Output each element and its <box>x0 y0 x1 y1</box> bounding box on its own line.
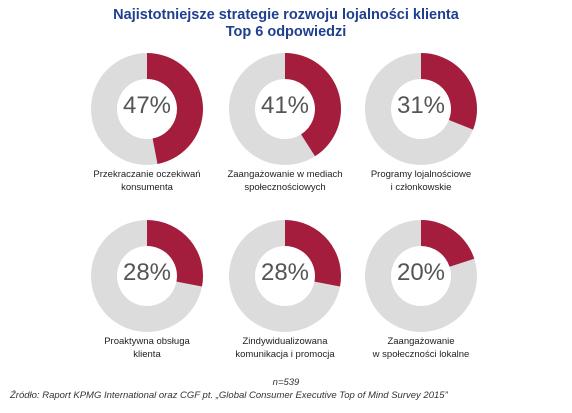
donut-4-percent: 28% <box>260 259 310 286</box>
donut-0-svg <box>91 53 204 165</box>
donut-1-label: Zaangażowanie w mediach społecznościowyc… <box>210 168 360 194</box>
donut-2-label-line2: i członkowskie <box>390 182 452 193</box>
donut-4-label-line1: Zindywidualizowana <box>242 336 328 347</box>
donut-0-label-line1: Przekraczanie oczekiwań <box>93 169 201 180</box>
donut-4-svg <box>229 220 341 332</box>
donut-1-label-line1: Zaangażowanie w mediach <box>227 169 343 180</box>
donut-0-label: Przekraczanie oczekiwań konsumenta <box>72 168 222 194</box>
donut-5-svg <box>365 220 477 332</box>
donut-3-label-line1: Proaktywna obsługa <box>104 336 190 347</box>
donut-0-percent: 47% <box>122 92 172 119</box>
donut-chart-0: 47% Przekraczanie oczekiwań konsumenta <box>72 50 222 230</box>
donut-chart-3: 28% Proaktywna obsługa klienta <box>72 217 222 397</box>
donut-chart-2: 31% Programy lojalnościowe i członkowski… <box>346 50 496 230</box>
donut-3-svg <box>91 220 203 332</box>
donut-2-label: Programy lojalnościowe i członkowskie <box>346 168 496 194</box>
donut-chart-4: 28% Zindywidualizowana komunikacja i pro… <box>210 217 360 397</box>
donut-1-value-segment <box>285 53 341 157</box>
donut-chart-1: 41% Zaangażowanie w mediach społeczności… <box>210 50 360 230</box>
donut-5-label: Zaangażowanie w społeczności lokalne <box>346 335 496 361</box>
donut-1-svg <box>229 53 341 165</box>
donut-2-percent: 31% <box>396 92 446 119</box>
donut-4-value-segment <box>285 220 341 287</box>
donut-5-percent: 20% <box>396 259 446 286</box>
donut-2-svg <box>365 53 477 165</box>
donut-4-label-line2: komunikacja i promocja <box>235 349 335 360</box>
donut-2-label-line1: Programy lojalnościowe <box>370 169 472 180</box>
chart-subtitle: Top 6 odpowiedzi <box>225 24 347 40</box>
source-note: Źródło: Raport KPMG International oraz C… <box>10 390 448 401</box>
donut-3-label: Proaktywna obsługa klienta <box>72 335 222 361</box>
donut-3-percent: 28% <box>122 259 172 286</box>
donut-3-label-line2: klienta <box>133 349 161 360</box>
donut-1-label-line2: społecznościowych <box>244 182 326 193</box>
donut-3-value-segment <box>147 220 203 287</box>
chart-title: Najistotniejsze strategie rozwoju lojaln… <box>113 7 459 23</box>
donut-1-percent: 41% <box>260 92 310 119</box>
donut-0-label-line2: konsumenta <box>121 182 173 193</box>
donut-5-label-line2: w społeczności lokalne <box>372 349 470 360</box>
donut-5-value-segment <box>421 220 475 267</box>
donut-0-value-segment <box>147 53 204 165</box>
donut-chart-5: 20% Zaangażowanie w społeczności lokalne <box>346 217 496 397</box>
donut-2-value-segment <box>421 53 477 130</box>
donut-5-label-line1: Zaangażowanie <box>387 336 455 347</box>
sample-size: n=539 <box>272 377 300 388</box>
donut-4-label: Zindywidualizowana komunikacja i promocj… <box>210 335 360 361</box>
